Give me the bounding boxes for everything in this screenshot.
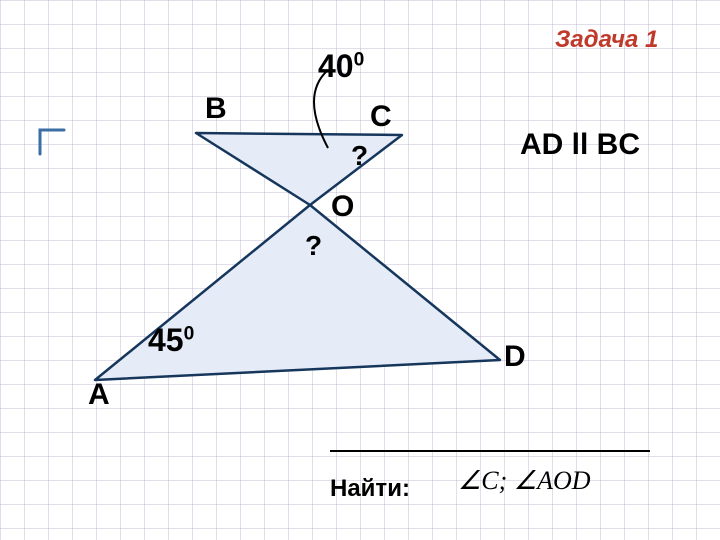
point-label-o: O bbox=[331, 190, 354, 224]
slide: Задача 1 A B C D O 450 400 ? ? AD ll BC … bbox=[0, 0, 720, 540]
point-label-c: C bbox=[370, 100, 392, 134]
find-expression: ∠C; ∠AOD bbox=[458, 466, 591, 496]
find-label: Найти: bbox=[330, 475, 410, 503]
divider-line bbox=[330, 450, 650, 452]
point-label-b: B bbox=[205, 92, 227, 126]
problem-title: Задача 1 bbox=[555, 26, 658, 54]
unknown-angle-1: ? bbox=[351, 140, 368, 172]
point-label-a: A bbox=[88, 378, 110, 412]
angle-a-sup: 0 bbox=[184, 323, 195, 344]
angle-a-value: 450 bbox=[148, 322, 194, 359]
given-condition: AD ll BC bbox=[520, 128, 640, 162]
unknown-angle-2: ? bbox=[305, 230, 322, 262]
angle-top-number: 40 bbox=[318, 48, 354, 84]
point-label-d: D bbox=[504, 340, 526, 374]
angle-top-sup: 0 bbox=[354, 49, 365, 70]
angle-a-number: 45 bbox=[148, 322, 184, 358]
angle-top-value: 400 bbox=[318, 48, 364, 85]
